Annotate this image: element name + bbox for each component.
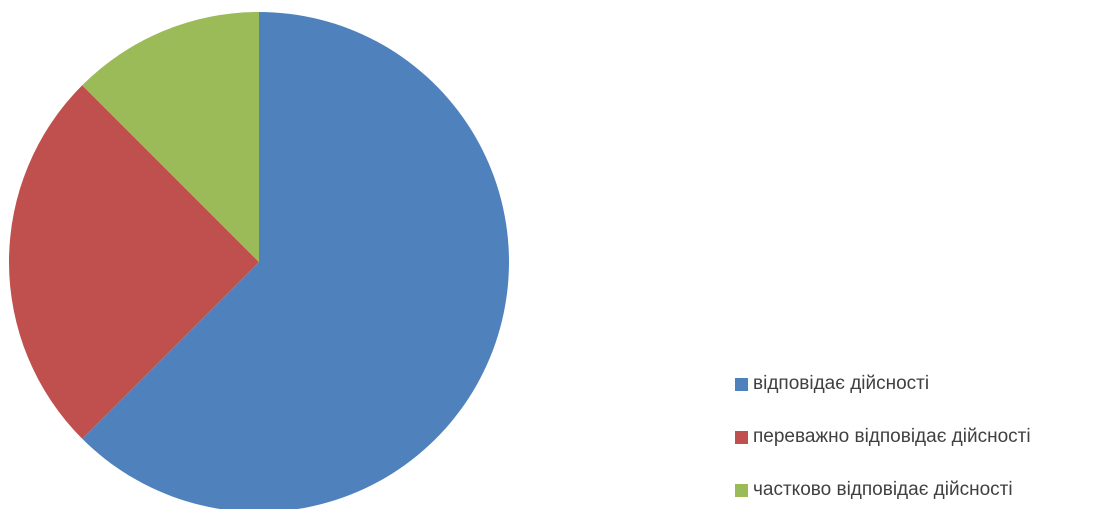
pie-slice-vidpovidaie xyxy=(82,12,509,509)
legend-item-perevazhno: переважно відповідає дійсності xyxy=(735,425,1031,449)
pie-plot xyxy=(8,11,509,509)
legend-item-chastkovo: частково відповідає дійсності xyxy=(735,478,1031,502)
legend: відповідає дійсності переважно відповіда… xyxy=(735,372,1031,531)
legend-label-perevazhno: переважно відповідає дійсності xyxy=(753,426,1031,447)
legend-swatch-chastkovo xyxy=(735,483,748,497)
legend-swatch-vidpovidaie xyxy=(735,377,748,391)
legend-label-vidpovidaie: відповідає дійсності xyxy=(753,373,930,394)
legend-label-chastkovo: частково відповідає дійсності xyxy=(753,479,1013,500)
legend-swatch-perevazhno xyxy=(735,430,748,444)
pie-slice-chastkovo xyxy=(82,11,259,262)
pie-chart: відповідає дійсності переважно відповіда… xyxy=(8,11,1031,509)
pie-slice-perevazhno xyxy=(8,85,260,439)
legend-item-vidpovidaie: відповідає дійсності xyxy=(735,372,1031,396)
